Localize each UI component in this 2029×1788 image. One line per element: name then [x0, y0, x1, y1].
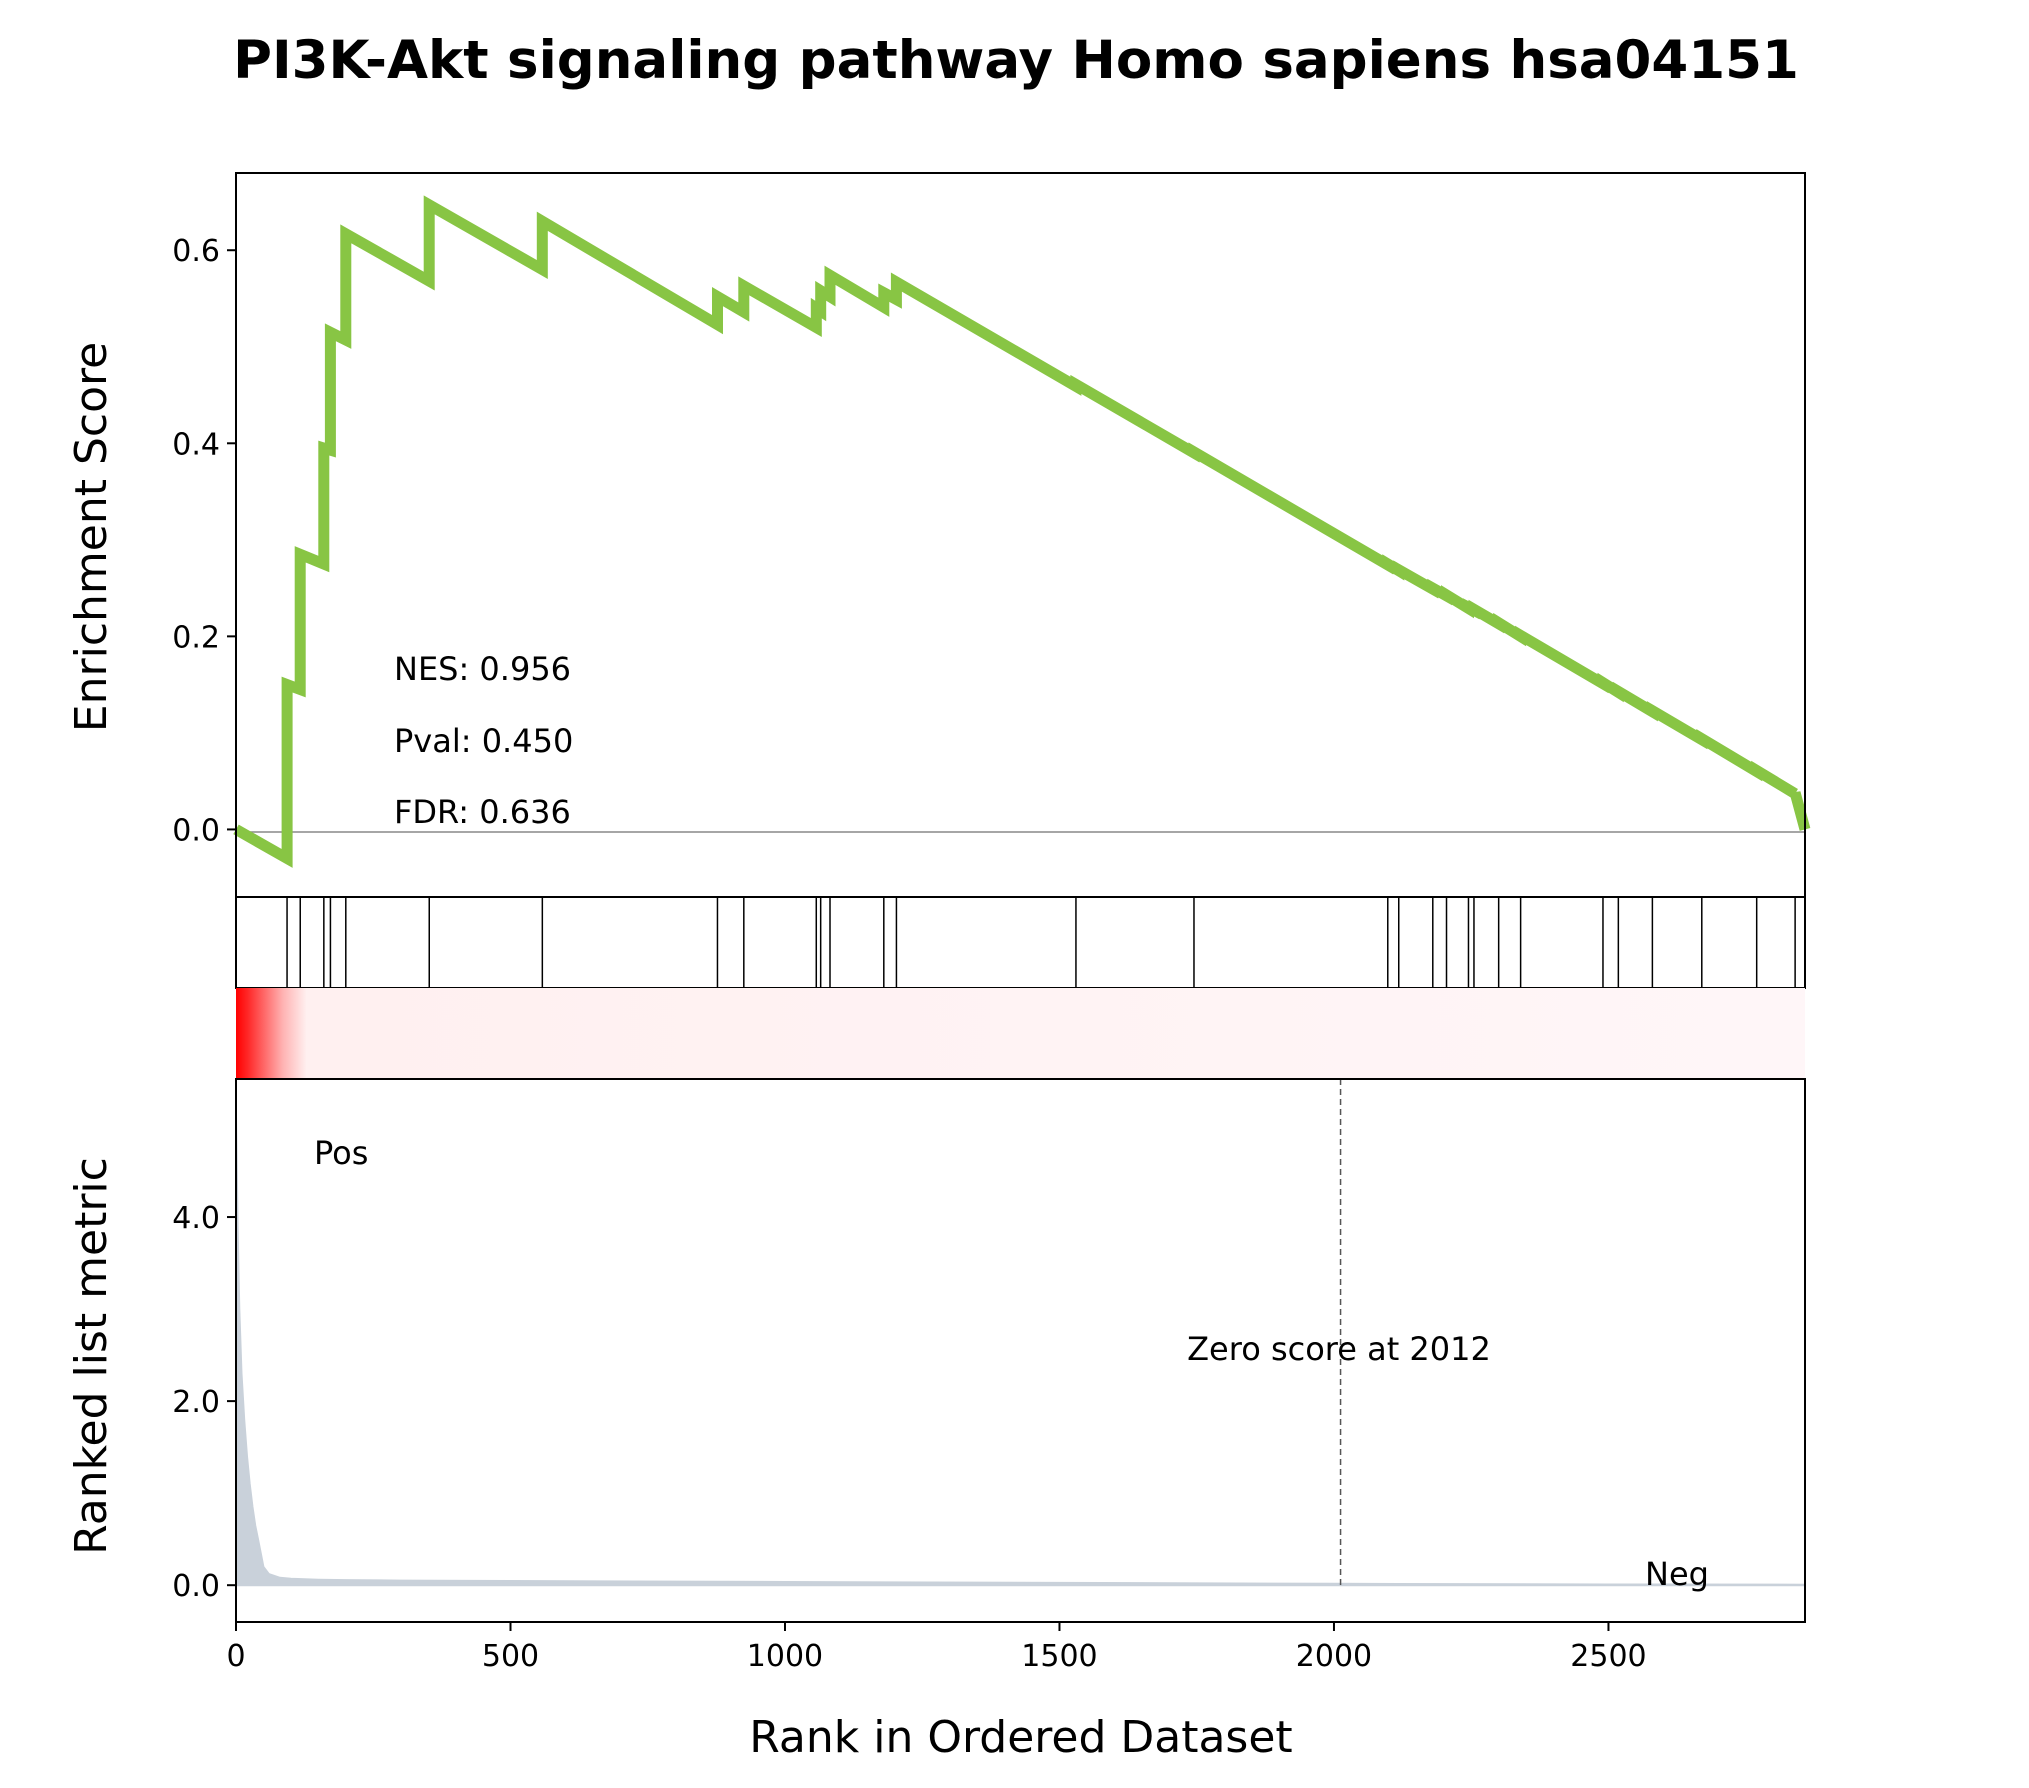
enrichment-y-tick-label: 0.0 — [172, 813, 220, 848]
ranked-metric-y-axis: 0.0 2.0 4.0 — [172, 1201, 236, 1604]
ranked-metric-y-tick-label: 2.0 — [172, 1385, 220, 1420]
x-tick-label: 500 — [482, 1639, 539, 1674]
enrichment-panel: NES: 0.956 Pval: 0.450 FDR: 0.636 0.0 0.2… — [66, 172, 1811, 898]
hits-panel-frame — [235, 896, 1806, 989]
enrichment-y-axis: 0.0 0.2 0.4 0.6 — [172, 234, 236, 848]
heat-strip-panel — [236, 988, 1805, 1079]
enrichment-y-tick-label: 0.2 — [172, 620, 220, 655]
hits-panel — [235, 896, 1806, 989]
ranked-metric-y-tick-label: 4.0 — [172, 1201, 220, 1236]
pos-label: Pos — [314, 1134, 368, 1172]
x-tick-label: 0 — [226, 1639, 245, 1674]
heat-strip — [236, 988, 1805, 1079]
ranked-metric-y-axis-label: Ranked list metric — [66, 1157, 117, 1555]
neg-label: Neg — [1645, 1555, 1709, 1593]
x-tick-label: 1000 — [747, 1639, 823, 1674]
enrichment-y-axis-label: Enrichment Score — [66, 342, 117, 732]
chart-title: PI3K-Akt signaling pathway Homo sapiens … — [233, 30, 1799, 91]
zero-score-label: Zero score at 2012 — [1187, 1330, 1491, 1368]
ranked-metric-panel-frame — [235, 1078, 1806, 1623]
pval-annotation: Pval: 0.450 — [394, 722, 573, 760]
nes-annotation: NES: 0.956 — [394, 650, 571, 688]
ranked-metric-panel: Zero score at 2012 Pos Neg 0.0 2.0 4.0 Ran… — [66, 1078, 1806, 1623]
x-tick-label: 2500 — [1570, 1639, 1646, 1674]
fdr-annotation: FDR: 0.636 — [394, 793, 571, 831]
enrichment-panel-frame — [235, 172, 1806, 898]
enrichment-score-line — [233, 195, 1811, 868]
hit-lines — [286, 897, 1796, 988]
x-tick-label: 2000 — [1296, 1639, 1372, 1674]
x-axis-label: Rank in Ordered Dataset — [749, 1712, 1292, 1763]
x-axis: 0 500 1000 1500 2000 2500 — [226, 1622, 1647, 1674]
ranked-metric-area — [235, 1115, 1806, 1587]
enrichment-y-tick-label: 0.6 — [172, 234, 220, 269]
ranked-metric-y-tick-label: 0.0 — [172, 1569, 220, 1604]
enrichment-y-tick-label: 0.4 — [172, 427, 220, 462]
x-tick-label: 1500 — [1021, 1639, 1097, 1674]
